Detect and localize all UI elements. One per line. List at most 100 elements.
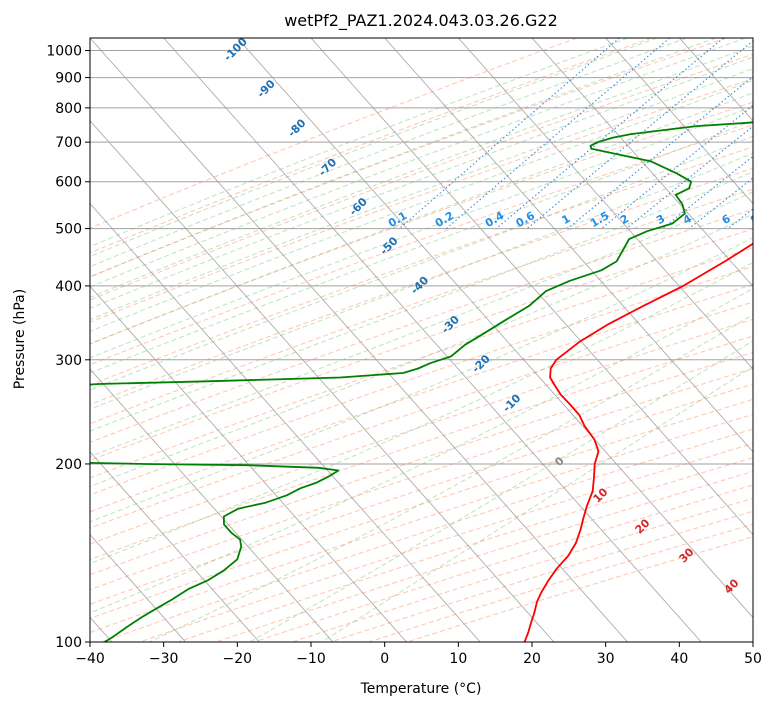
mixing-ratio-line bbox=[688, 177, 753, 230]
moist-adiabat bbox=[90, 119, 753, 374]
x-tick-label: −20 bbox=[223, 651, 253, 667]
moist-adiabat bbox=[249, 340, 753, 642]
dry-adiabat bbox=[90, 146, 753, 386]
y-tick-label: 1000 bbox=[46, 44, 82, 60]
moist-adiabat bbox=[90, 38, 658, 258]
moist-adiabat bbox=[90, 105, 753, 359]
mixing-ratio-line bbox=[399, 38, 620, 230]
moist-adiabat bbox=[90, 38, 717, 278]
moist-adiabat bbox=[90, 287, 753, 614]
y-tick-label: 100 bbox=[55, 635, 82, 651]
dry-adiabat-label: -10 bbox=[500, 391, 523, 414]
mixing-ratio-label: 0.2 bbox=[433, 209, 456, 230]
x-tick-label: 10 bbox=[449, 651, 467, 667]
moist-adiabat bbox=[90, 135, 753, 391]
isotherm bbox=[90, 120, 555, 642]
isotherm bbox=[90, 368, 334, 642]
moist-adiabat bbox=[90, 237, 753, 523]
mixing-ratio-line bbox=[757, 38, 775, 229]
chart-title: wetPf2_PAZ1.2024.043.03.26.G22 bbox=[284, 11, 558, 31]
y-tick-label: 300 bbox=[55, 353, 82, 369]
x-tick-label: 50 bbox=[744, 651, 762, 667]
dry-adiabat-label: -40 bbox=[408, 273, 431, 296]
moist-adiabat bbox=[90, 152, 753, 410]
dry-adiabat bbox=[90, 283, 753, 513]
moist-adiabat bbox=[149, 314, 753, 642]
isotherm bbox=[90, 202, 481, 642]
mixing-ratio-label: 2 bbox=[618, 212, 631, 227]
mixing-ratio-label: 0.4 bbox=[483, 209, 507, 230]
dry-adiabat-label: -100 bbox=[221, 35, 250, 64]
dry-adiabat-label: -80 bbox=[285, 116, 308, 139]
dry-adiabat bbox=[90, 188, 753, 425]
x-tick-label: 40 bbox=[670, 651, 688, 667]
isotherm bbox=[90, 38, 628, 642]
mixing-ratio-label: 10 bbox=[768, 210, 775, 229]
mixing-ratio-label: 1.5 bbox=[588, 209, 611, 230]
isotherm bbox=[384, 38, 753, 453]
isotherm bbox=[310, 38, 753, 536]
mixing-ratio-line bbox=[567, 75, 753, 230]
dry-adiabat bbox=[90, 318, 753, 545]
dry-adiabat bbox=[90, 367, 753, 591]
plot-frame bbox=[89, 37, 754, 643]
mixing-ratio-line bbox=[495, 38, 724, 230]
y-tick-label: 200 bbox=[55, 457, 82, 473]
dewpoint-profile bbox=[90, 121, 753, 642]
moist-adiabat bbox=[90, 38, 746, 288]
mixing-ratio-label: 0.6 bbox=[514, 209, 538, 230]
isotherm bbox=[90, 533, 186, 642]
dry-adiabat bbox=[90, 38, 578, 229]
moist-adiabat-label: 30 bbox=[677, 545, 697, 565]
mixing-ratio-line bbox=[601, 104, 753, 230]
y-axis-label: Pressure (hPa) bbox=[12, 289, 28, 389]
dry-adiabat bbox=[90, 78, 753, 323]
moist-adiabat bbox=[90, 213, 753, 488]
dry-adiabat bbox=[330, 510, 753, 642]
x-tick-label: 0 bbox=[380, 651, 389, 667]
moist-adiabat bbox=[90, 38, 628, 248]
mixing-ratio-line bbox=[526, 40, 753, 230]
dry-adiabat-label: -20 bbox=[470, 352, 493, 375]
dry-adiabat bbox=[90, 383, 753, 605]
y-tick-label: 400 bbox=[55, 279, 82, 295]
x-tick-label: −30 bbox=[149, 651, 179, 667]
moist-adiabat-label: 0 bbox=[552, 454, 567, 469]
dry-adiabat bbox=[90, 351, 753, 576]
x-tick-label: 30 bbox=[597, 651, 615, 667]
moist-adiabat bbox=[90, 56, 753, 309]
x-tick-label: −40 bbox=[75, 651, 105, 667]
moist-adiabat-label: 20 bbox=[633, 516, 653, 536]
moist-adiabat bbox=[90, 45, 753, 299]
dry-adiabat bbox=[90, 53, 753, 301]
mixing-ratio-label: 1 bbox=[559, 212, 572, 227]
isotherm bbox=[752, 38, 753, 39]
y-tick-label: 500 bbox=[55, 222, 82, 238]
y-tick-label: 700 bbox=[55, 135, 82, 151]
dry-adiabat-label: -70 bbox=[316, 156, 339, 179]
dry-adiabat bbox=[90, 301, 753, 529]
isotherm bbox=[90, 285, 407, 642]
y-tick-label: 900 bbox=[55, 71, 82, 87]
moist-adiabat bbox=[321, 365, 753, 642]
dry-adiabat bbox=[90, 124, 753, 366]
isotherm bbox=[457, 38, 753, 370]
y-tick-label: 800 bbox=[55, 101, 82, 117]
moist-adiabat bbox=[90, 171, 753, 432]
dry-adiabat-label: -50 bbox=[377, 234, 400, 257]
dry-adiabat bbox=[90, 335, 753, 561]
moist-adiabat-label: 40 bbox=[722, 576, 742, 596]
isotherm bbox=[90, 451, 260, 642]
x-axis-label: Temperature (°C) bbox=[360, 681, 482, 697]
moist-adiabat bbox=[90, 92, 753, 345]
isotherm bbox=[531, 38, 753, 287]
mixing-ratio-label: 8 bbox=[748, 212, 761, 227]
isotherm bbox=[163, 38, 702, 642]
isotherm bbox=[605, 38, 753, 205]
y-tick-label: 600 bbox=[55, 175, 82, 191]
dry-adiabat bbox=[90, 38, 652, 254]
x-tick-label: −10 bbox=[296, 651, 326, 667]
mixing-ratio-line bbox=[445, 38, 670, 230]
isotherm bbox=[236, 38, 753, 619]
